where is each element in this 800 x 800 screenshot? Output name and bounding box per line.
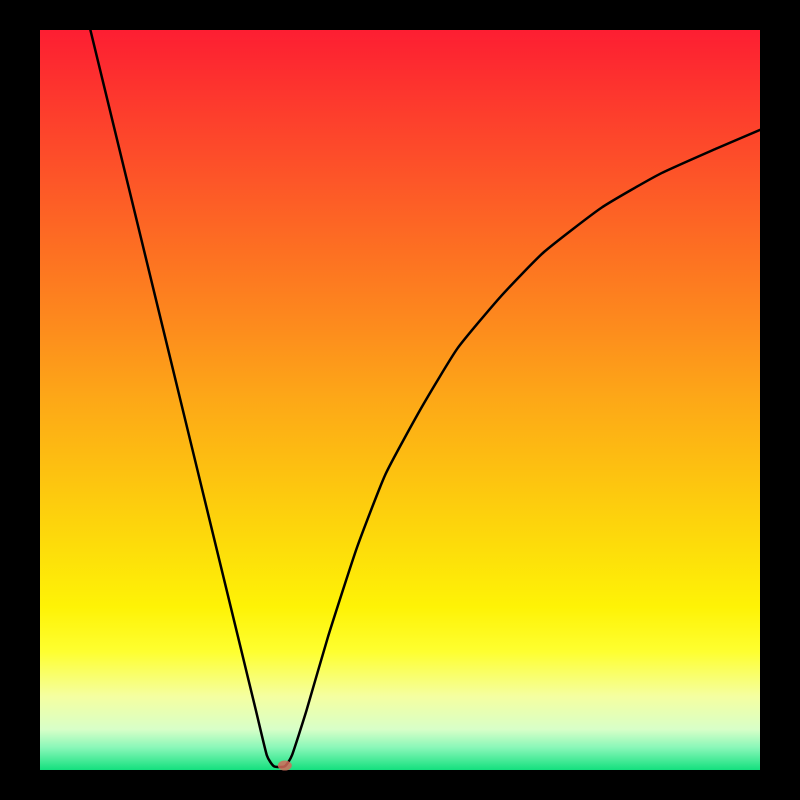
optimum-marker [278, 761, 292, 771]
chart-svg [0, 0, 800, 800]
chart-frame: TheBottleneck.com [0, 0, 800, 800]
plot-background [40, 30, 760, 770]
